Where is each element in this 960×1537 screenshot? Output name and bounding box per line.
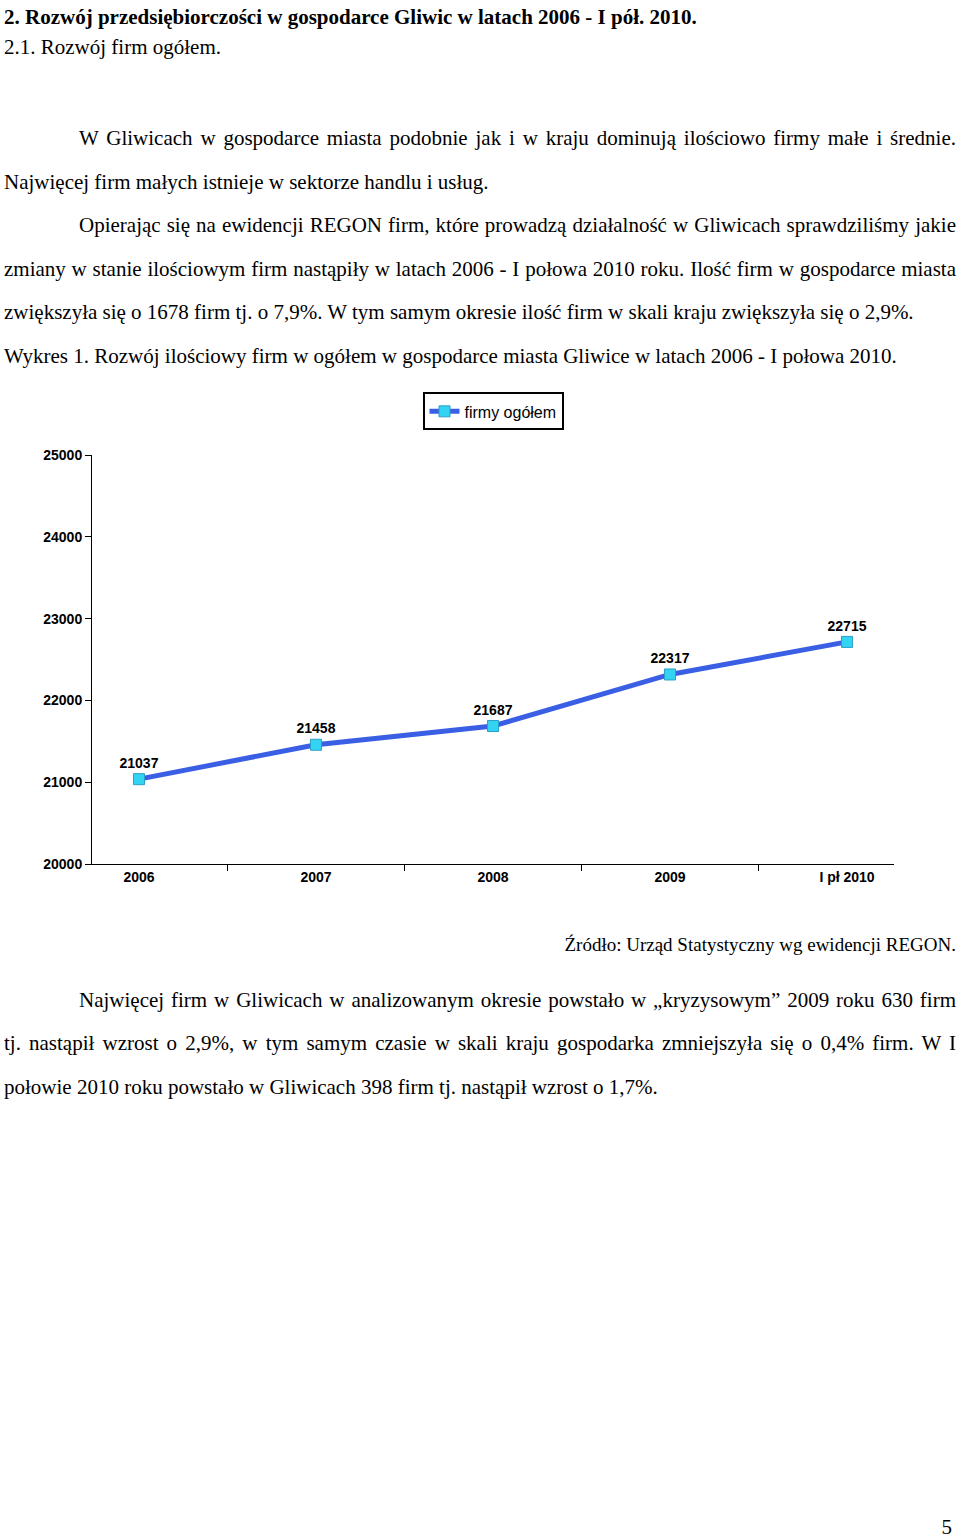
svg-text:23000: 23000 xyxy=(43,610,82,626)
svg-text:22000: 22000 xyxy=(43,692,82,708)
html-text:Najwięcej firm w Gliwicach w a: Najwięcej firm w Gliwicach w analizowany… xyxy=(4,987,956,1099)
html-text:Wykres 1. Rozwój ilościowy fir: Wykres 1. Rozwój ilościowy firm w ogółem… xyxy=(4,343,897,368)
svg-text:24000: 24000 xyxy=(43,528,82,544)
svg-text:22715: 22715 xyxy=(828,617,867,633)
svg-text:21037: 21037 xyxy=(120,754,159,770)
html-text:Źródło: Urząd Statystyczny wg: Źródło: Urząd Statystyczny wg ewidencji … xyxy=(564,933,956,955)
svg-text:firmy ogółem: firmy ogółem xyxy=(465,403,557,420)
svg-text:2008: 2008 xyxy=(477,868,508,884)
svg-text:21458: 21458 xyxy=(297,720,336,736)
html-text:Opierając się na ewidencji REG: Opierając się na ewidencji REGON firm, k… xyxy=(4,213,956,324)
html-text:2.1. Rozwój firm ogółem.: 2.1. Rozwój firm ogółem. xyxy=(4,35,221,59)
svg-text:21000: 21000 xyxy=(43,774,82,790)
svg-text:I pł 2010: I pł 2010 xyxy=(819,868,874,884)
svg-text:20000: 20000 xyxy=(43,855,82,871)
svg-text:2009: 2009 xyxy=(654,868,685,884)
svg-text:2006: 2006 xyxy=(123,868,154,884)
html-text:W Gliwicach w gospodarce miast: W Gliwicach w gospodarce miasta podobnie… xyxy=(4,126,956,194)
svg-text:25000: 25000 xyxy=(43,446,82,462)
svg-text:21687: 21687 xyxy=(474,701,513,717)
svg-text:22317: 22317 xyxy=(651,650,690,666)
html-text:2. Rozwój przedsiębiorczości w: 2. Rozwój przedsiębiorczości w gospodarc… xyxy=(4,5,697,29)
svg-text:2007: 2007 xyxy=(300,868,331,884)
